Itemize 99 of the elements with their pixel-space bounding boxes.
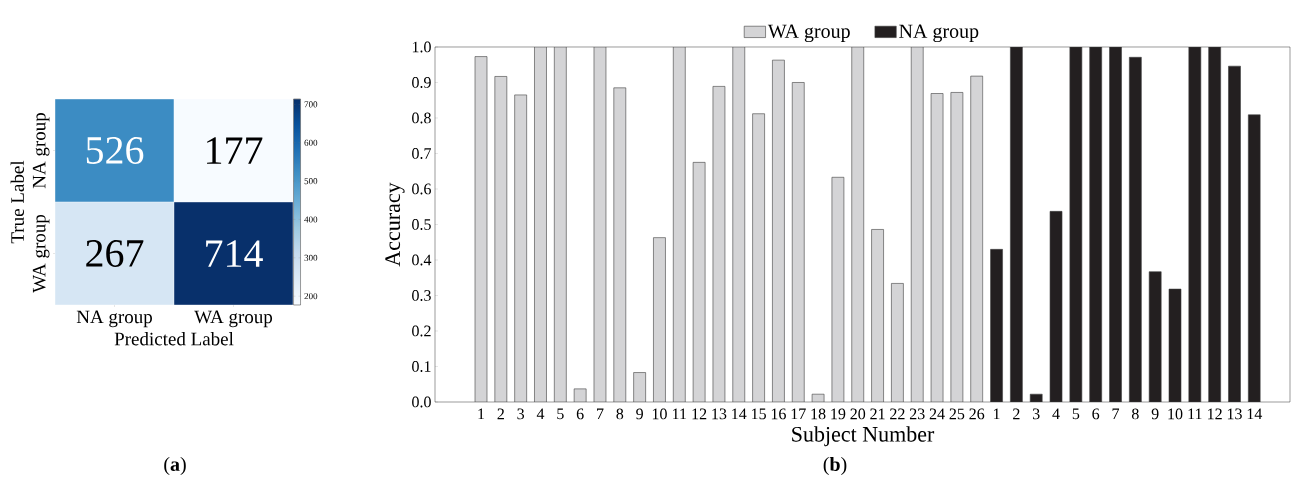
legend-label: NA group	[899, 24, 979, 43]
bar	[1129, 57, 1142, 402]
color-bar-label: 700	[304, 101, 318, 108]
x-tick-label: 9	[1151, 408, 1159, 420]
bar	[791, 82, 805, 402]
color-bar-label: 300	[304, 254, 318, 261]
bar	[871, 229, 884, 402]
x-tick-label: 16	[771, 408, 786, 420]
y-tick-label: 0.0	[412, 396, 431, 408]
x-tick-label: 20	[850, 408, 866, 420]
x-tick-label: 6	[576, 408, 584, 420]
legend-label: WA group	[767, 24, 850, 43]
x-tick-label: 24	[929, 408, 945, 420]
x-tick-label: 13	[1227, 408, 1242, 420]
bar	[851, 47, 865, 402]
bar	[1029, 393, 1043, 402]
x-tick-label: 12	[692, 408, 707, 420]
bar	[772, 59, 785, 402]
x-tick-label: 19	[831, 408, 846, 420]
x-tick-label: 22	[890, 408, 905, 420]
x-tick-label: 17	[791, 408, 806, 420]
y-tick-label: 0.5	[412, 219, 431, 230]
data-label: 714	[206, 240, 263, 267]
bar	[1049, 211, 1063, 402]
bar	[514, 94, 527, 402]
x-tick-label: 5	[557, 408, 564, 420]
bar	[1248, 114, 1261, 402]
y-tick-label: 0.4	[412, 254, 432, 266]
bar	[672, 47, 686, 402]
color-bar-label: 600	[304, 139, 318, 146]
bar	[752, 113, 765, 402]
x-tick-label: 1	[478, 408, 485, 420]
bar	[891, 283, 904, 402]
y-tick-label: 0.8	[412, 112, 431, 124]
bar	[1188, 47, 1202, 402]
y-tick-label: 1.0	[412, 41, 431, 53]
x-tick-label: 4	[1052, 408, 1060, 420]
x-tick-label: 3	[517, 408, 525, 420]
y-tick-label: 0.3	[412, 290, 431, 301]
x-tick-label: 14	[1247, 408, 1263, 420]
bar	[970, 75, 984, 402]
x-tick-label: 10	[652, 408, 667, 420]
x-tick-label: 4	[536, 408, 545, 420]
x-tick-label: 5	[1072, 408, 1080, 420]
bar	[494, 76, 508, 402]
bar	[732, 47, 746, 402]
y-tick-label: 0.9	[412, 77, 431, 88]
x-tick-label: 14	[732, 408, 747, 420]
color-bar-label: 400	[304, 216, 318, 223]
bar	[653, 237, 666, 402]
x-tick-label: 9	[636, 408, 643, 420]
x-tick-label: 23	[909, 408, 925, 420]
bar	[910, 47, 924, 402]
bar	[554, 47, 567, 402]
x-axis-title: Predicted Label	[114, 332, 234, 346]
x-tick-label: 2	[497, 408, 504, 420]
x-tick-label: 13	[712, 408, 727, 420]
bar	[1089, 47, 1102, 402]
data-label: 526	[86, 137, 144, 164]
bar	[990, 249, 1003, 402]
x-tick-label: 3	[1032, 408, 1040, 420]
x-tick-label: 18	[811, 408, 826, 420]
x-tick-label: 11	[1188, 408, 1202, 420]
y-tick-label: 0.2	[412, 325, 431, 337]
bar	[534, 47, 547, 402]
x-tick-label: 1	[993, 408, 1000, 420]
text: (b)	[823, 456, 847, 476]
y-tick-label: 0.1	[412, 361, 431, 372]
data-label: 177	[207, 137, 263, 164]
y-tick-label: 0.7	[412, 148, 432, 159]
x-tick-label: 8	[616, 408, 624, 420]
color-bar-label: 200	[304, 293, 318, 300]
x-tick-label: 12	[1208, 408, 1222, 420]
x-tick-label: 11	[673, 408, 687, 420]
x-tick-label: 25	[949, 408, 965, 420]
data-label: 267	[86, 240, 144, 267]
y-axis-title: Accuracy	[385, 182, 405, 267]
x-tick-label: 10	[1168, 408, 1183, 420]
color-bar-label: 500	[304, 178, 318, 185]
bar	[1109, 47, 1122, 402]
bar	[1069, 47, 1083, 402]
x-axis-title: Subject Number	[792, 426, 935, 447]
y-tick-label: 0.6	[412, 183, 431, 195]
y-axis-title: True Label	[10, 160, 24, 244]
bar	[1148, 271, 1162, 402]
text: (a)	[164, 456, 186, 476]
x-tick-label: 7	[1112, 408, 1120, 420]
bar	[1228, 65, 1241, 402]
x-tick-label: 2	[1013, 408, 1020, 420]
x-tick-label: 7	[597, 408, 604, 420]
x-tick-label: 6	[1092, 408, 1100, 420]
bar	[613, 87, 627, 402]
bar	[1168, 288, 1182, 402]
x-tick-label: 15	[752, 408, 766, 420]
bar	[1010, 47, 1023, 402]
bar	[1208, 47, 1221, 402]
x-tick-label: 26	[969, 408, 985, 420]
x-tick-label: 8	[1131, 408, 1139, 420]
x-tick-label: 21	[870, 408, 885, 420]
